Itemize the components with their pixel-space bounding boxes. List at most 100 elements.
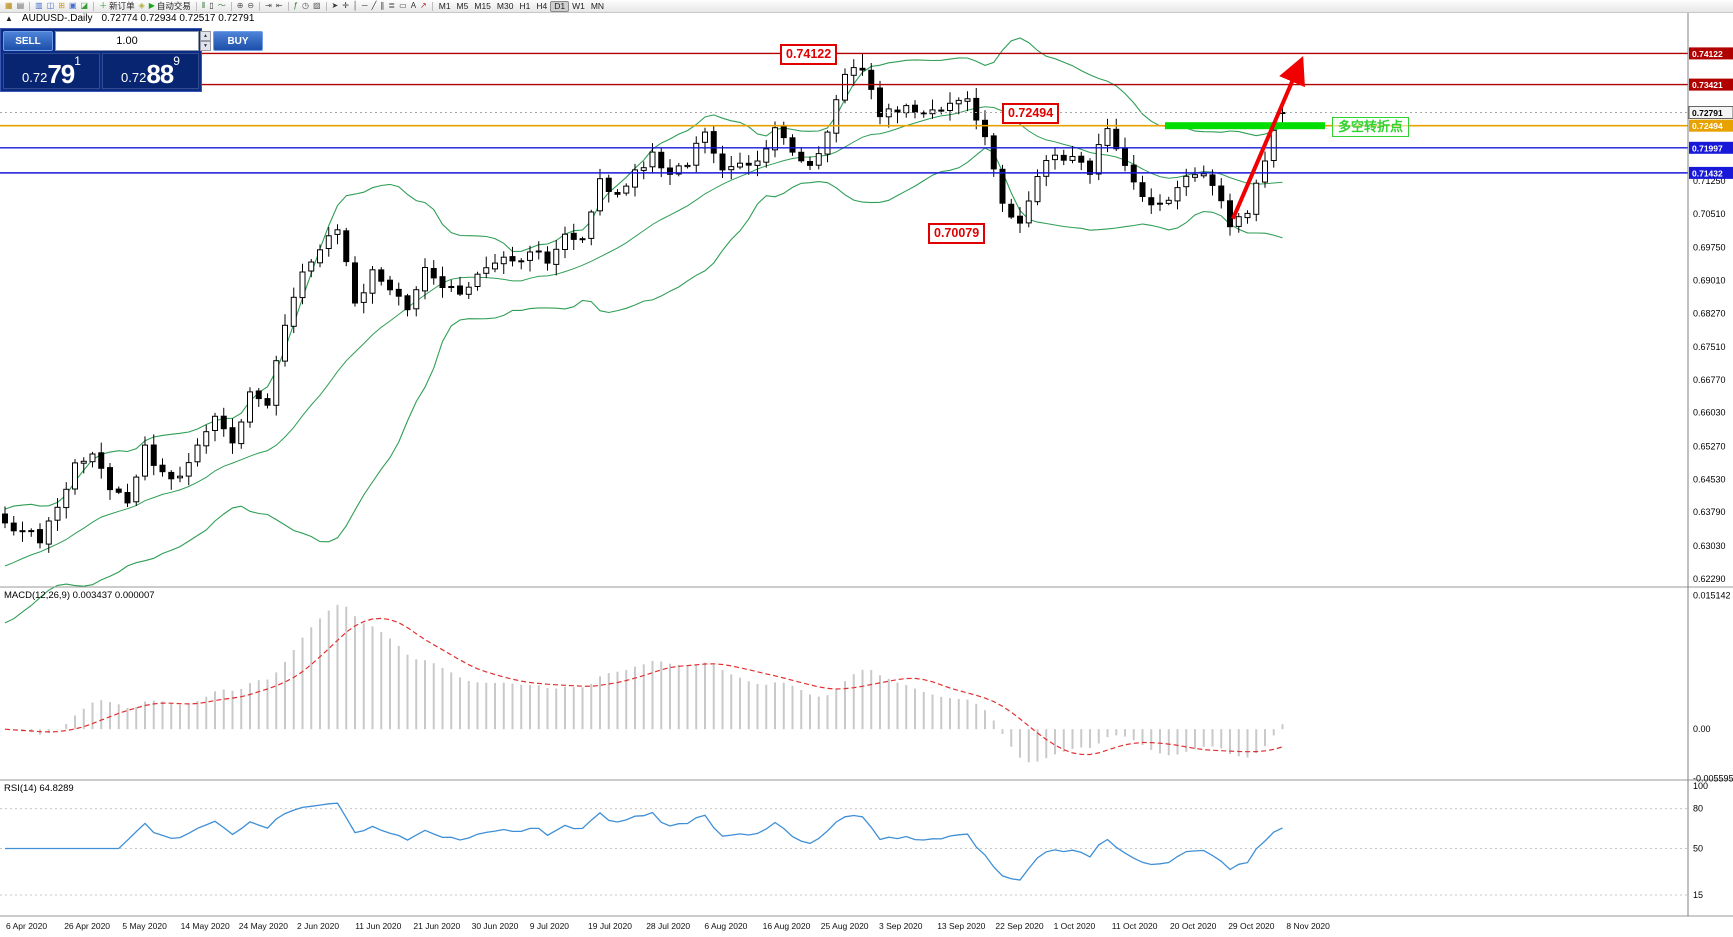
horizontal-lines-layer[interactable]	[0, 52, 1688, 174]
text-label-icon[interactable]: A	[409, 1, 418, 12]
annotation-breakout-price[interactable]: 0.72494	[1002, 103, 1060, 124]
lot-decrease-button[interactable]: ▼	[200, 41, 211, 51]
timeframe-h1[interactable]: H1	[516, 1, 533, 12]
svg-text:0.68270: 0.68270	[1693, 308, 1726, 318]
line-chart-icon-glyph: ～	[217, 1, 226, 10]
svg-text:0.69750: 0.69750	[1693, 243, 1726, 253]
metaeditor-icon[interactable]: ◈	[137, 1, 147, 12]
timeframe-m30[interactable]: M30	[494, 1, 517, 12]
crosshair-icon-glyph: ✛	[342, 1, 349, 10]
rsi-indicator-title: RSI(14) 64.8289	[4, 783, 74, 794]
chart-profiles-icon-glyph: ▤	[16, 1, 25, 10]
chart-profiles-icon[interactable]: ▤	[15, 1, 27, 12]
arrow-object-icon[interactable]: ↗	[418, 1, 429, 12]
auto-scroll-icon[interactable]: ⇥	[263, 1, 274, 12]
line-chart-icon[interactable]: ～	[216, 1, 228, 12]
crosshair-icon[interactable]: ✛	[340, 1, 351, 12]
svg-text:0.64530: 0.64530	[1693, 474, 1726, 484]
autotrading-button-glyph: ▶	[148, 1, 155, 10]
strategy-tester-icon-glyph: ◪	[80, 1, 89, 10]
sell-price-pips: 79	[47, 58, 75, 89]
buy-button[interactable]: BUY	[213, 31, 263, 51]
market-watch-icon[interactable]: ▥	[33, 1, 45, 12]
toolbar-separator	[287, 1, 289, 11]
autotrading-button-label: 自动交易	[156, 1, 191, 11]
indicators-icon[interactable]: ƒ	[292, 1, 300, 12]
buy-price[interactable]: 0.72 88 9	[102, 53, 199, 89]
lot-size-stepper[interactable]: ▲ ▼	[55, 31, 211, 51]
new-chart-icon[interactable]: ▦	[3, 1, 15, 12]
navigator-icon-glyph: ⊞	[58, 1, 65, 10]
vertical-line-icon[interactable]: │	[351, 1, 360, 12]
candlestick-chart-icon[interactable]: ▯	[207, 1, 215, 12]
svg-text:0.67510: 0.67510	[1693, 342, 1726, 352]
autotrading-button[interactable]: ▶ 自动交易	[147, 1, 193, 12]
tick-up-icon: ▲	[5, 14, 13, 23]
equidistant-channel-icon[interactable]: ∥	[378, 1, 386, 12]
svg-text:0.72791: 0.72791	[1692, 108, 1723, 118]
annotation-peak-price[interactable]: 0.74122	[780, 44, 838, 65]
svg-text:0.00: 0.00	[1693, 724, 1711, 734]
timeframe-m1[interactable]: M1	[436, 1, 454, 12]
terminal-icon[interactable]: ▣	[67, 1, 79, 12]
lot-size-input[interactable]	[55, 31, 199, 51]
time-axis[interactable]: 6 Apr 2020 26 Apr 2020 5 May 2020 14 May 20…	[6, 921, 1330, 931]
new-order-button[interactable]: ＋新订单	[97, 1, 137, 12]
timeframe-h1-label: H1	[519, 1, 531, 11]
trendline-icon[interactable]: ╱	[370, 1, 379, 12]
bar-chart-icon[interactable]: ⫴	[200, 1, 207, 12]
arrow-object-icon-glyph: ↗	[420, 1, 427, 10]
candlestick-chart-icon-glyph: ▯	[209, 1, 214, 10]
data-window-icon[interactable]: ◫	[45, 1, 57, 12]
buy-price-base: 0.72	[121, 69, 147, 85]
timeframe-h4[interactable]: H4	[533, 1, 550, 12]
chart-shift-icon[interactable]: ⇤	[274, 1, 285, 12]
annotation-turning-point[interactable]: 多空转折点	[1332, 117, 1410, 137]
buy-price-pips: 88	[146, 58, 174, 89]
zoom-out-icon[interactable]: ⊖	[245, 1, 256, 12]
periods-icon[interactable]: ◷	[300, 1, 311, 12]
shapes-icon[interactable]: ▭	[397, 1, 409, 12]
svg-text:1 Oct 2020: 1 Oct 2020	[1054, 921, 1096, 931]
lot-increase-button[interactable]: ▲	[200, 31, 211, 41]
svg-text:0.71250: 0.71250	[1693, 176, 1726, 186]
svg-text:6 Aug 2020: 6 Aug 2020	[704, 921, 747, 931]
timeframe-m5[interactable]: M5	[454, 1, 472, 12]
equidistant-channel-icon-glyph: ∥	[380, 1, 385, 10]
svg-text:3 Sep 2020: 3 Sep 2020	[879, 921, 923, 931]
timeframe-d1[interactable]: D1	[550, 0, 570, 12]
svg-text:6 Apr 2020: 6 Apr 2020	[6, 921, 47, 931]
fibonacci-icon[interactable]: ≣	[386, 1, 397, 12]
svg-text:29 Oct 2020: 29 Oct 2020	[1228, 921, 1275, 931]
annotation-low-price[interactable]: 0.70079	[928, 223, 986, 244]
zoom-in-icon[interactable]: ⊕	[235, 1, 246, 12]
bullish-trend-arrow[interactable]	[1231, 55, 1305, 220]
chart-shift-icon-glyph: ⇤	[275, 1, 283, 10]
vertical-line-icon-glyph: │	[352, 1, 358, 10]
cursor-icon[interactable]: ➤	[330, 1, 341, 12]
axis-tag-0.73421	[1689, 78, 1733, 91]
svg-text:8 Nov 2020: 8 Nov 2020	[1286, 921, 1330, 931]
svg-text:0.73421: 0.73421	[1692, 80, 1723, 90]
sell-price[interactable]: 0.72 79 1	[3, 53, 100, 89]
axis-tag-0.72494	[1689, 119, 1733, 132]
strategy-tester-icon[interactable]: ◪	[79, 1, 91, 12]
text-label-icon-glyph: A	[410, 1, 417, 10]
timeframe-w1[interactable]: W1	[569, 1, 588, 12]
horizontal-line-icon[interactable]: ─	[360, 1, 370, 12]
templates-icon[interactable]: ▨	[311, 1, 323, 12]
sell-button[interactable]: SELL	[3, 31, 53, 51]
axis-tag-0.71997	[1689, 141, 1733, 154]
timeframe-m15-label: M15	[474, 1, 491, 11]
zoom-in-icon-glyph: ⊕	[236, 1, 244, 10]
navigator-icon[interactable]: ⊞	[56, 1, 67, 12]
timeframe-m15[interactable]: M15	[471, 1, 494, 12]
chart-objects-layer[interactable]	[1165, 55, 1325, 220]
timeframe-mn[interactable]: MN	[588, 1, 607, 12]
rsi-panel	[0, 802, 1688, 896]
svg-text:80: 80	[1693, 804, 1703, 814]
svg-text:11 Jun 2020: 11 Jun 2020	[355, 921, 401, 931]
green-highlight-bar[interactable]	[1165, 122, 1325, 130]
price-axis[interactable]: 0.71250 0.70510 0.69750 0.69010 0.68270 0.675…	[1687, 12, 1733, 916]
